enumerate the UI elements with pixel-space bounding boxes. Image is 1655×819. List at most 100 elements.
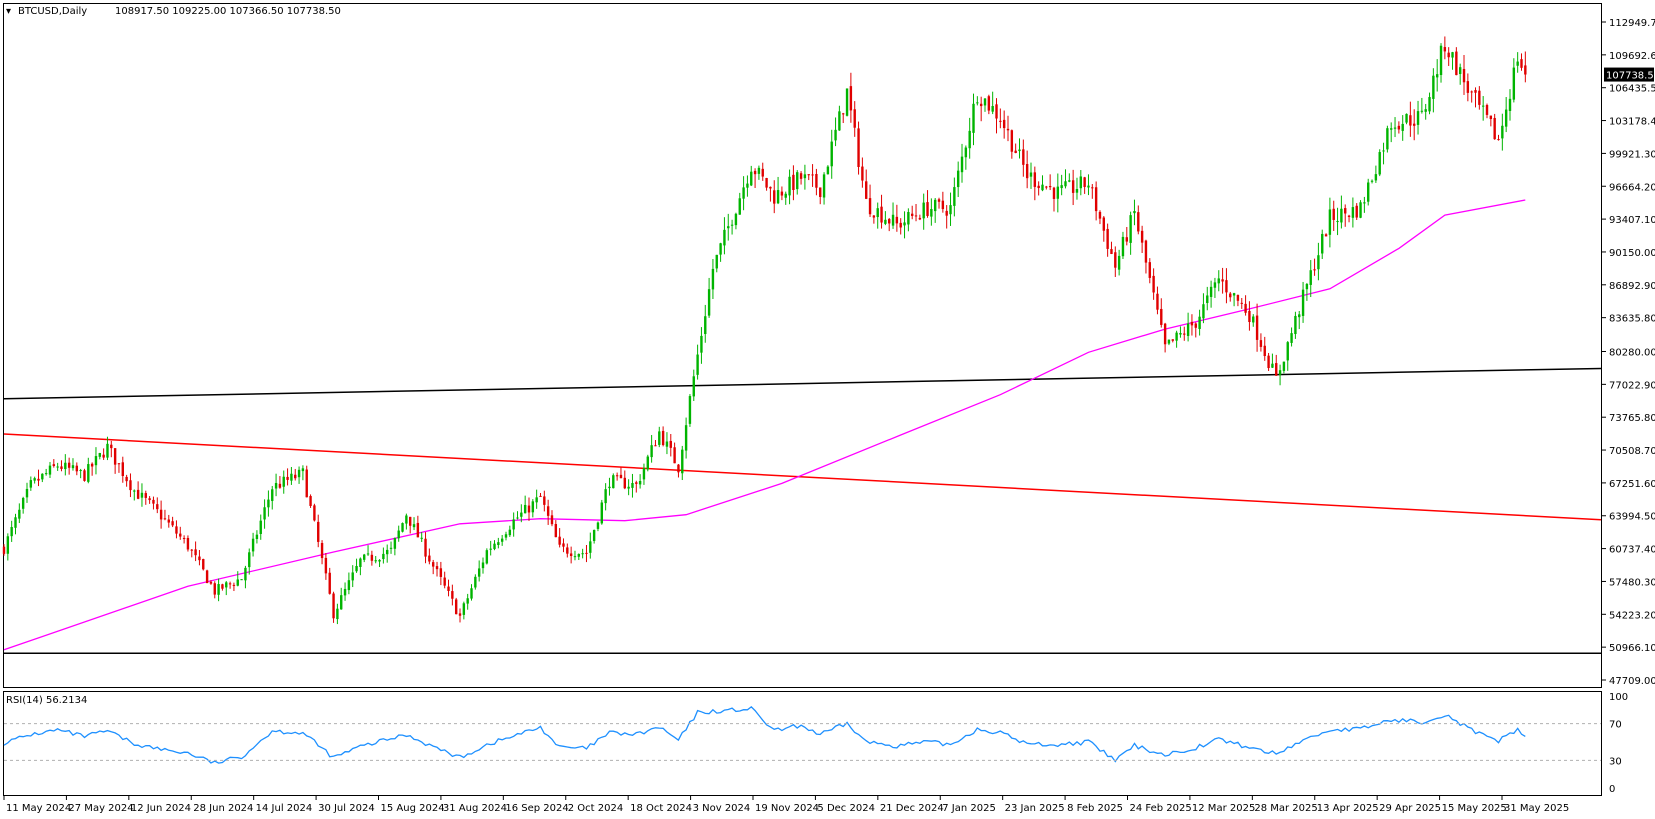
candle-body [98, 452, 102, 457]
date-tick-label: 8 Feb 2025 [1067, 803, 1123, 814]
candle-body [627, 486, 630, 489]
date-tick-label: 18 Oct 2024 [630, 803, 692, 814]
candle-body [140, 492, 144, 498]
candle-body [604, 489, 607, 504]
candle-body [1317, 255, 1320, 270]
candle-body [1405, 113, 1408, 123]
candle-body [133, 490, 136, 492]
candle-body [428, 555, 431, 562]
candle-body [1117, 255, 1121, 270]
candle-body [642, 468, 646, 480]
candle-body [673, 447, 676, 464]
candle-body [1504, 109, 1508, 127]
candle-body [949, 205, 952, 215]
date-tick-label: 13 Apr 2025 [1317, 803, 1379, 814]
candle-body [439, 568, 443, 577]
candle-body [60, 466, 63, 469]
candle-body [1006, 128, 1010, 131]
candle-body [799, 173, 803, 179]
candle-body [1183, 333, 1186, 335]
candle-body [738, 198, 741, 215]
candle-body [769, 186, 772, 189]
candle-body [1508, 98, 1512, 111]
price-tick-label: 80280.00 [1609, 347, 1655, 358]
candle-body [1462, 68, 1466, 83]
candle-body [6, 536, 10, 554]
candle-body [301, 468, 305, 472]
current-price-label: 107738.50 [1606, 71, 1655, 82]
candle-body [271, 489, 274, 501]
candle-body [1516, 61, 1519, 66]
candle-body [366, 553, 370, 555]
candle-body [1355, 205, 1358, 218]
candle-body [374, 560, 377, 562]
candle-body [1439, 45, 1443, 76]
candle-body [90, 463, 94, 467]
candle-body [1393, 127, 1397, 129]
candle-body [1202, 304, 1205, 319]
chart-header-arrow-icon[interactable]: ▾ [6, 6, 11, 17]
candle-body [665, 441, 669, 447]
candle-body [646, 456, 649, 470]
candle-body [179, 533, 182, 537]
candle-body [707, 289, 711, 316]
candle-body [888, 219, 891, 224]
candle-body [1271, 363, 1274, 368]
candle-body [340, 595, 343, 610]
price-tick-label: 54223.20 [1609, 610, 1655, 621]
candle-body [964, 147, 968, 158]
candle-body [397, 530, 400, 539]
candle-body [370, 554, 374, 561]
candle-body [294, 474, 297, 479]
candle-body [573, 556, 577, 558]
candle-body [1390, 128, 1393, 130]
candle-body [1301, 289, 1305, 316]
candle-body [1125, 237, 1128, 242]
candle-body [1179, 333, 1182, 335]
candle-body [1121, 236, 1125, 257]
candle-body [1278, 370, 1282, 375]
candle-body [477, 568, 481, 577]
candle-body [1347, 215, 1351, 217]
candle-body [255, 534, 259, 539]
candle-body [94, 456, 98, 466]
candle-body [1033, 172, 1037, 187]
candle-body [715, 254, 718, 269]
price-panel[interactable] [3, 3, 1602, 688]
candle-body [523, 504, 527, 514]
candle-body [48, 465, 52, 475]
price-tick-label: 106435.50 [1609, 84, 1655, 95]
candle-body [658, 431, 661, 445]
date-tick-label: 15 May 2025 [1442, 803, 1507, 814]
candle-body [1160, 308, 1163, 325]
candle-body [723, 229, 726, 246]
candle-body [202, 559, 205, 570]
date-tick-label: 12 Jun 2024 [131, 803, 191, 814]
trendlines-layer [3, 367, 1602, 654]
candle-body [1328, 209, 1332, 235]
candle-body [623, 477, 626, 489]
candle-body [1098, 211, 1102, 219]
candle-body [317, 521, 320, 542]
candle-body [1175, 332, 1178, 341]
candle-body [1340, 208, 1343, 223]
candle-body [1094, 187, 1098, 212]
candle-body [1045, 186, 1048, 188]
candle-body [278, 483, 282, 488]
candle-body [945, 210, 948, 216]
candle-body [313, 505, 316, 521]
candle-body [37, 478, 40, 481]
rsi-layer [3, 706, 1526, 764]
candle-body [64, 462, 67, 470]
candle-body [87, 464, 90, 482]
candle-body [554, 524, 558, 538]
candle-body [1321, 233, 1324, 254]
candle-body [1137, 212, 1140, 232]
candle-body [489, 548, 492, 550]
candle-body [960, 156, 964, 173]
rsi-panel[interactable] [3, 691, 1602, 796]
candle-body [1140, 230, 1144, 243]
candle-body [225, 582, 228, 588]
price-tick-label: 77022.90 [1609, 380, 1655, 391]
